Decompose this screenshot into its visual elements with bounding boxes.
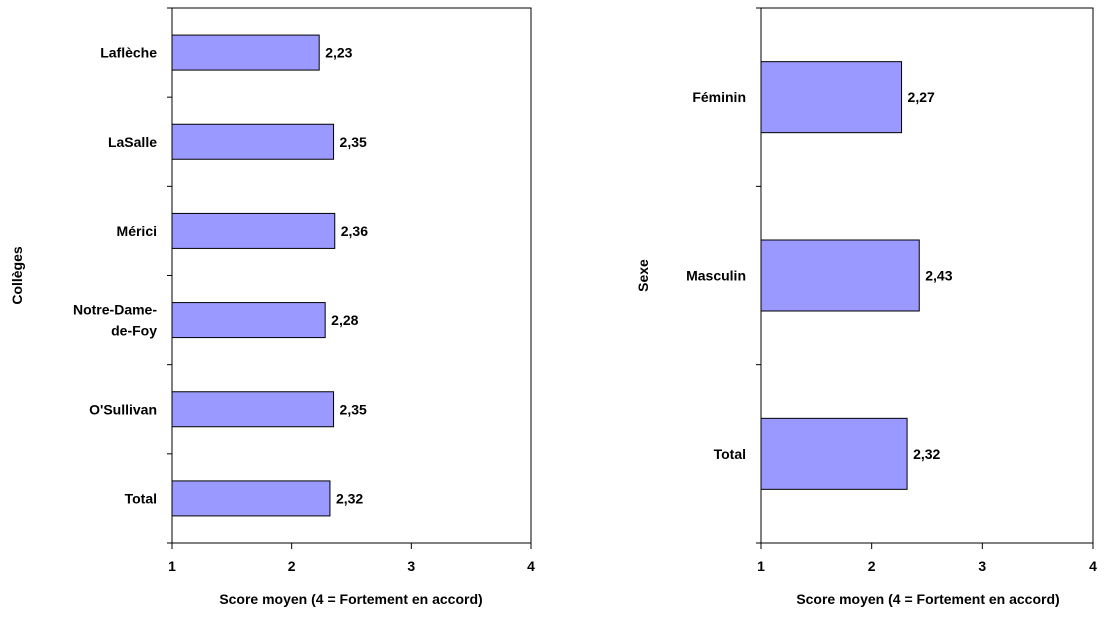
bar-total — [760, 417, 908, 490]
x-tick-label: 4 — [527, 558, 535, 574]
y-axis-title: Sexe — [635, 259, 651, 292]
bar-value-label: 2,32 — [336, 490, 363, 506]
category-label: Laflèche — [100, 45, 157, 61]
category-label: Total — [125, 490, 157, 506]
x-axis-title: Score moyen (4 = Fortement en accord) — [219, 591, 482, 607]
bar-masculin — [760, 239, 920, 312]
bar-o-sullivan — [171, 391, 335, 428]
x-tick-label: 2 — [868, 558, 876, 574]
category-label: Notre-Dame-de-Foy — [73, 302, 157, 339]
bar-value-label: 2,28 — [331, 312, 358, 328]
category-label: Féminin — [692, 89, 746, 105]
bar-f-minin — [760, 61, 903, 134]
bar-total — [171, 480, 331, 517]
bar-value-label: 2,23 — [325, 45, 352, 61]
bar-value-label: 2,43 — [925, 268, 952, 284]
x-axis-title: Score moyen (4 = Fortement en accord) — [796, 591, 1059, 607]
y-axis-title: Collèges — [9, 246, 25, 305]
category-label: Total — [714, 446, 746, 462]
x-tick-label: 3 — [407, 558, 415, 574]
bar-value-label: 2,35 — [340, 401, 367, 417]
bar-value-label: 2,35 — [340, 134, 367, 150]
bar-m-rici — [171, 212, 336, 249]
bar-notre-dame-de-foy — [171, 302, 326, 339]
category-label: Masculin — [686, 268, 746, 284]
x-tick-label: 3 — [978, 558, 986, 574]
category-label: Mérici — [117, 223, 157, 239]
bar-lafl-che — [171, 34, 320, 71]
bar-value-label: 2,32 — [913, 446, 940, 462]
chart-colleges: 1 2 3 4 2,23 Laflèche 2,35 LaSalle 2,36 Mérici 2,2… — [9, 7, 535, 607]
chart-sexe: 1 2 3 4 2,27 Féminin 2,43 Masculin 2,32 Total Scor… — [635, 7, 1097, 607]
bar-value-label: 2,27 — [908, 89, 935, 105]
bar-lasalle — [171, 123, 335, 160]
bar-value-label: 2,36 — [341, 223, 368, 239]
category-label: LaSalle — [108, 134, 157, 150]
x-tick-label: 1 — [168, 558, 176, 574]
plot-area-frame — [171, 7, 532, 544]
x-tick-label: 4 — [1089, 558, 1097, 574]
category-label: O'Sullivan — [89, 401, 157, 417]
x-tick-label: 1 — [757, 558, 765, 574]
x-tick-label: 2 — [288, 558, 296, 574]
